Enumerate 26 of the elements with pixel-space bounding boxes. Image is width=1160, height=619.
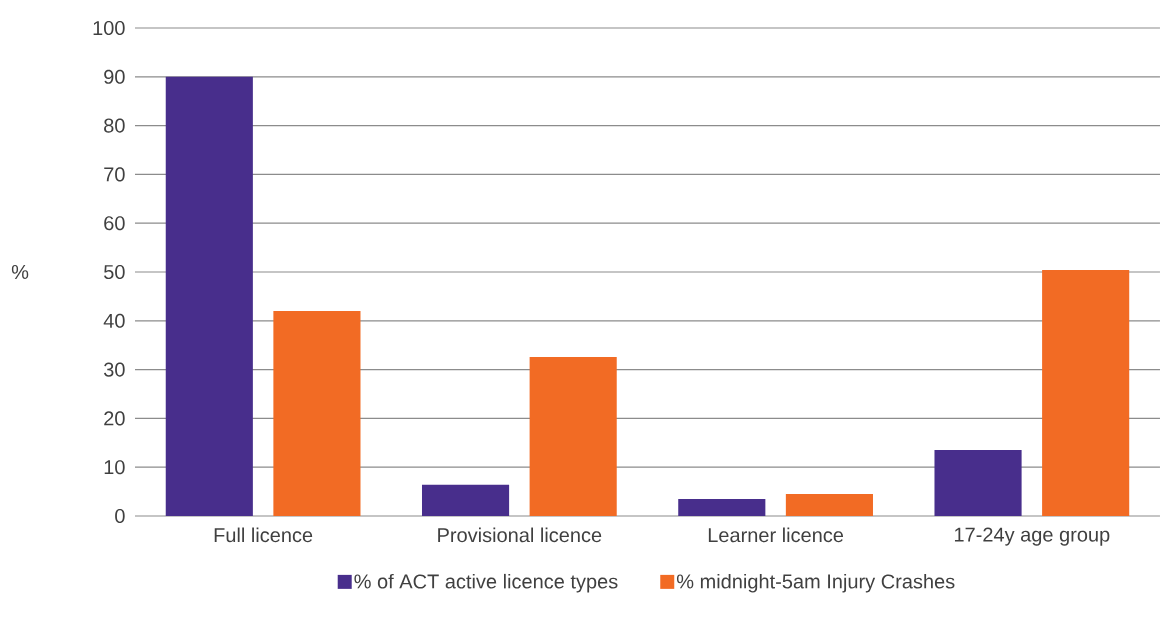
- y-tick-label: 100: [93, 20, 125, 36]
- y-axis-title: %: [11, 265, 29, 279]
- x-tick-label: Provisional licence: [438, 527, 602, 543]
- y-tick-label: 60: [104, 216, 125, 231]
- bar: [273, 311, 361, 516]
- bar: [529, 356, 617, 516]
- y-tick-label: 70: [104, 167, 125, 182]
- y-tick-label: 80: [104, 118, 125, 133]
- x-tick-label: Full licence: [214, 527, 313, 543]
- bar: [934, 450, 1022, 516]
- y-tick-label: 10: [104, 460, 125, 475]
- legend-label: % of ACT active licence types: [354, 573, 618, 593]
- bar: [785, 494, 873, 516]
- y-tick-label: 40: [103, 313, 125, 328]
- bar: [1042, 270, 1130, 516]
- y-tick-label: 50: [104, 264, 125, 280]
- x-tick-label: 17-24y age group: [954, 527, 1110, 546]
- x-tick-label: Learner licence: [708, 527, 844, 543]
- bar: [678, 498, 766, 516]
- y-tick-label: 20: [104, 411, 125, 426]
- bar: [421, 484, 510, 516]
- bar: [165, 76, 253, 516]
- y-tick-label: 0: [115, 508, 125, 524]
- legend-label: % midnight-5am Injury Crashes: [676, 573, 955, 593]
- y-tick-label: 90: [104, 69, 125, 84]
- y-tick-label: 30: [103, 362, 125, 377]
